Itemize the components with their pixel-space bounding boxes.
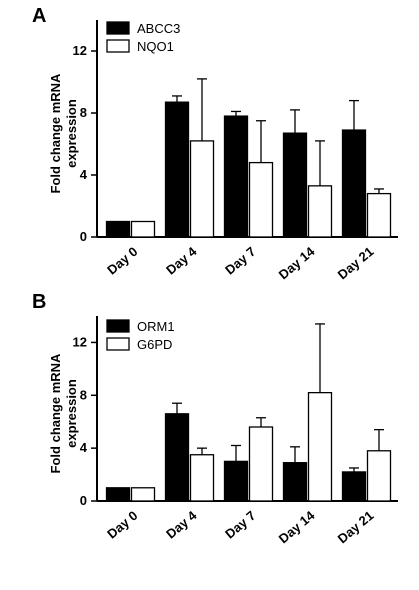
y-axis-label-line: Fold change mRNA (48, 73, 63, 194)
y-tick-label: 8 (80, 105, 87, 120)
bar-orm1-day-7 (223, 460, 249, 502)
x-tick-label: Day 7 (222, 508, 258, 542)
bar-abcc3-day-4 (164, 101, 190, 238)
y-tick-label: 12 (73, 43, 87, 58)
legend-swatch (106, 39, 130, 53)
bar-abcc3-day-7 (223, 115, 249, 238)
y-tick-label: 8 (80, 387, 87, 402)
bar-abcc3-day-0 (105, 220, 131, 238)
bar-nqo1-day-7 (248, 161, 274, 238)
legend-swatch (106, 21, 130, 35)
panel-label: B (32, 291, 46, 313)
bar-nqo1-day-21 (366, 192, 392, 238)
bar-nqo1-day-0 (130, 220, 156, 238)
y-axis-label-line: expression (64, 379, 79, 448)
y-tick-label: 12 (73, 334, 87, 349)
x-tick-label: Day 7 (222, 244, 258, 278)
bar-g6pd-day-7 (248, 426, 274, 502)
bar-g6pd-day-14 (307, 391, 333, 502)
y-axis-label-line: expression (64, 99, 79, 168)
bar-nqo1-day-4 (189, 140, 215, 238)
bar-orm1-day-21 (341, 471, 367, 502)
x-tick-label: Day 14 (276, 243, 318, 282)
chart-panel-a: A 0 4 8 12 Fold change mRNAexpression Day 0 Day… (32, 5, 398, 282)
y-tick-label: 4 (80, 440, 88, 455)
legend-label: G6PD (137, 337, 172, 352)
legend-label: ABCC3 (137, 21, 180, 36)
legend-label: NQO1 (137, 39, 174, 54)
legend-label: ORM1 (137, 319, 175, 334)
y-axis-label-line: Fold change mRNA (48, 353, 63, 474)
bar-g6pd-day-0 (130, 487, 156, 502)
legend-swatch (106, 319, 130, 333)
x-tick-label: Day 0 (104, 508, 140, 542)
bar-nqo1-day-14 (307, 185, 333, 238)
bar-abcc3-day-21 (341, 129, 367, 238)
y-axis-label: Fold change mRNAexpression (48, 353, 79, 474)
x-tick-label: Day 14 (276, 507, 318, 546)
x-tick-label: Day 0 (104, 244, 140, 278)
y-tick-label: 0 (80, 493, 87, 508)
y-tick-label: 4 (80, 167, 88, 182)
bar-orm1-day-0 (105, 487, 131, 502)
bar-abcc3-day-14 (282, 132, 308, 238)
legend-swatch (106, 337, 130, 351)
chart-panel-b: B 0 4 8 12 Fold change mRNAexpression Day 0 Day… (32, 291, 398, 546)
x-tick-label: Day 4 (163, 243, 200, 277)
y-axis-label: Fold change mRNAexpression (48, 73, 79, 194)
bar-orm1-day-4 (164, 413, 190, 502)
x-tick-label: Day 4 (163, 507, 200, 541)
panel-label: A (32, 5, 46, 27)
bar-orm1-day-14 (282, 462, 308, 502)
bar-g6pd-day-4 (189, 454, 215, 502)
x-tick-label: Day 21 (335, 508, 377, 546)
x-tick-label: Day 21 (335, 244, 377, 282)
y-tick-label: 0 (80, 229, 87, 244)
bar-g6pd-day-21 (366, 450, 392, 502)
